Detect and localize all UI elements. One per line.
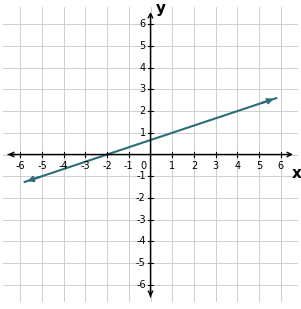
Text: -1: -1 bbox=[136, 171, 146, 181]
Text: -2: -2 bbox=[136, 193, 146, 203]
Text: -2: -2 bbox=[102, 161, 112, 171]
Text: 1: 1 bbox=[169, 161, 175, 171]
Text: x: x bbox=[292, 167, 301, 181]
Text: -6: -6 bbox=[136, 280, 146, 290]
Text: 3: 3 bbox=[140, 84, 146, 95]
Text: -4: -4 bbox=[59, 161, 69, 171]
Text: -3: -3 bbox=[81, 161, 90, 171]
Text: 1: 1 bbox=[140, 128, 146, 138]
Text: -6: -6 bbox=[16, 161, 25, 171]
Text: -4: -4 bbox=[136, 236, 146, 246]
Text: -5: -5 bbox=[37, 161, 47, 171]
Text: 6: 6 bbox=[140, 19, 146, 29]
Text: 5: 5 bbox=[139, 41, 146, 51]
Text: 2: 2 bbox=[191, 161, 197, 171]
Text: 6: 6 bbox=[278, 161, 284, 171]
Text: y: y bbox=[156, 1, 166, 15]
Text: -5: -5 bbox=[136, 258, 146, 268]
Text: -1: -1 bbox=[124, 161, 134, 171]
Text: -3: -3 bbox=[136, 214, 146, 225]
Text: 5: 5 bbox=[256, 161, 262, 171]
Text: 4: 4 bbox=[140, 63, 146, 73]
Text: 3: 3 bbox=[213, 161, 219, 171]
Text: 2: 2 bbox=[139, 106, 146, 116]
Text: 4: 4 bbox=[234, 161, 240, 171]
Text: 0: 0 bbox=[141, 161, 147, 171]
